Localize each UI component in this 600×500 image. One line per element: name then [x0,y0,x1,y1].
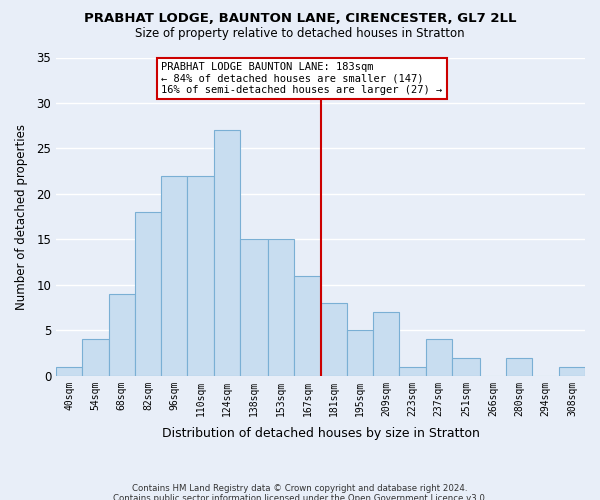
Bar [109,294,135,376]
Bar [135,212,161,376]
Bar [373,312,400,376]
Text: Size of property relative to detached houses in Stratton: Size of property relative to detached ho… [135,28,465,40]
Bar [161,176,187,376]
Bar [347,330,373,376]
Bar [320,303,347,376]
Bar [559,366,585,376]
X-axis label: Distribution of detached houses by size in Stratton: Distribution of detached houses by size … [161,427,479,440]
Bar [268,240,294,376]
Text: PRABHAT LODGE BAUNTON LANE: 183sqm
← 84% of detached houses are smaller (147)
16: PRABHAT LODGE BAUNTON LANE: 183sqm ← 84%… [161,62,442,95]
Text: PRABHAT LODGE, BAUNTON LANE, CIRENCESTER, GL7 2LL: PRABHAT LODGE, BAUNTON LANE, CIRENCESTER… [84,12,516,26]
Bar [187,176,214,376]
Bar [214,130,240,376]
Bar [56,366,82,376]
Bar [506,358,532,376]
Bar [82,340,109,376]
Bar [294,276,320,376]
Text: Contains public sector information licensed under the Open Government Licence v3: Contains public sector information licen… [113,494,487,500]
Text: Contains HM Land Registry data © Crown copyright and database right 2024.: Contains HM Land Registry data © Crown c… [132,484,468,493]
Bar [425,340,452,376]
Bar [400,366,425,376]
Bar [452,358,480,376]
Y-axis label: Number of detached properties: Number of detached properties [15,124,28,310]
Bar [240,240,268,376]
